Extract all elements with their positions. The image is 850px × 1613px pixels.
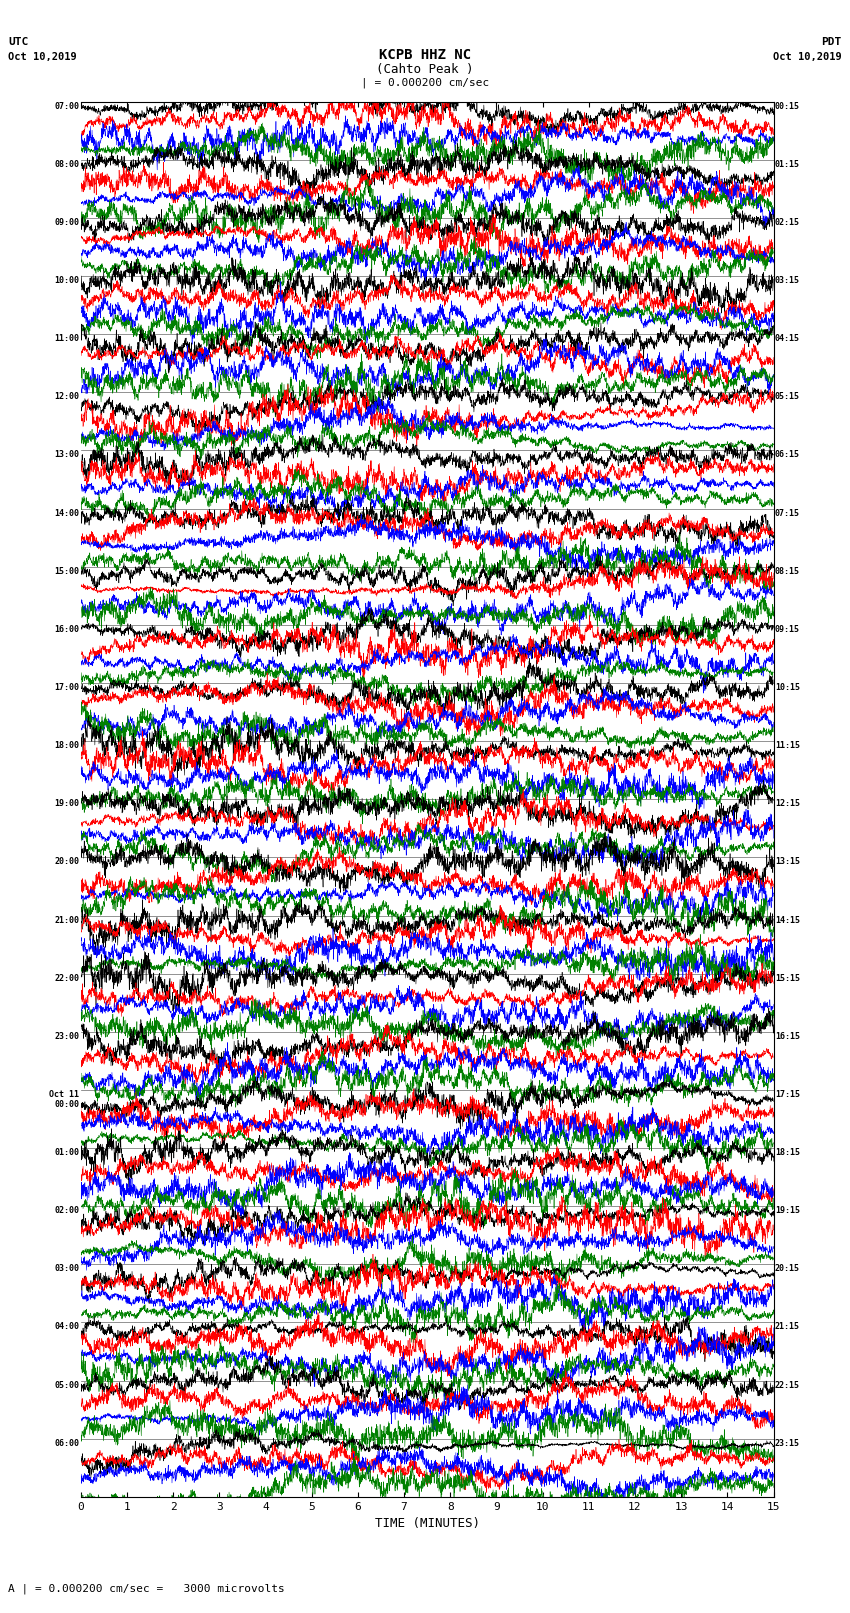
- Text: 11:15: 11:15: [775, 740, 800, 750]
- Text: 19:00: 19:00: [54, 800, 79, 808]
- Text: 13:15: 13:15: [775, 858, 800, 866]
- Text: 12:15: 12:15: [775, 800, 800, 808]
- Text: 05:00: 05:00: [54, 1381, 79, 1389]
- Text: 06:00: 06:00: [54, 1439, 79, 1448]
- Text: 00:15: 00:15: [775, 102, 800, 111]
- Text: 11:00: 11:00: [54, 334, 79, 344]
- Text: 09:15: 09:15: [775, 624, 800, 634]
- Text: 22:15: 22:15: [775, 1381, 800, 1389]
- Text: 16:00: 16:00: [54, 624, 79, 634]
- Text: 23:15: 23:15: [775, 1439, 800, 1448]
- Text: 10:15: 10:15: [775, 682, 800, 692]
- Text: 08:15: 08:15: [775, 566, 800, 576]
- Text: 06:15: 06:15: [775, 450, 800, 460]
- Text: 01:00: 01:00: [54, 1148, 79, 1157]
- Text: 15:00: 15:00: [54, 566, 79, 576]
- Text: PDT: PDT: [821, 37, 842, 47]
- Text: 04:00: 04:00: [54, 1323, 79, 1331]
- Text: 20:00: 20:00: [54, 858, 79, 866]
- Text: 10:00: 10:00: [54, 276, 79, 286]
- Text: 21:00: 21:00: [54, 916, 79, 924]
- Text: 17:00: 17:00: [54, 682, 79, 692]
- Text: 01:15: 01:15: [775, 160, 800, 169]
- Text: 15:15: 15:15: [775, 974, 800, 982]
- Text: 14:15: 14:15: [775, 916, 800, 924]
- Text: 12:00: 12:00: [54, 392, 79, 402]
- Text: 18:15: 18:15: [775, 1148, 800, 1157]
- Text: 23:00: 23:00: [54, 1032, 79, 1040]
- Text: 03:15: 03:15: [775, 276, 800, 286]
- Text: Oct 10,2019: Oct 10,2019: [773, 52, 842, 61]
- Text: Oct 11
00:00: Oct 11 00:00: [49, 1090, 79, 1110]
- Text: 05:15: 05:15: [775, 392, 800, 402]
- Text: 09:00: 09:00: [54, 218, 79, 227]
- Text: 02:15: 02:15: [775, 218, 800, 227]
- Text: 02:00: 02:00: [54, 1207, 79, 1215]
- Text: 17:15: 17:15: [775, 1090, 800, 1098]
- Text: 07:15: 07:15: [775, 508, 800, 518]
- Text: 19:15: 19:15: [775, 1207, 800, 1215]
- Text: 22:00: 22:00: [54, 974, 79, 982]
- Text: 03:00: 03:00: [54, 1265, 79, 1273]
- Text: 21:15: 21:15: [775, 1323, 800, 1331]
- Text: | = 0.000200 cm/sec: | = 0.000200 cm/sec: [361, 77, 489, 89]
- Text: 14:00: 14:00: [54, 508, 79, 518]
- Text: (Cahto Peak ): (Cahto Peak ): [377, 63, 473, 76]
- Text: 04:15: 04:15: [775, 334, 800, 344]
- Text: 18:00: 18:00: [54, 740, 79, 750]
- Text: KCPB HHZ NC: KCPB HHZ NC: [379, 48, 471, 63]
- Text: 08:00: 08:00: [54, 160, 79, 169]
- Text: 16:15: 16:15: [775, 1032, 800, 1040]
- Text: 07:00: 07:00: [54, 102, 79, 111]
- X-axis label: TIME (MINUTES): TIME (MINUTES): [375, 1518, 479, 1531]
- Text: UTC: UTC: [8, 37, 29, 47]
- Text: A | = 0.000200 cm/sec =   3000 microvolts: A | = 0.000200 cm/sec = 3000 microvolts: [8, 1582, 286, 1594]
- Text: 20:15: 20:15: [775, 1265, 800, 1273]
- Text: 13:00: 13:00: [54, 450, 79, 460]
- Text: Oct 10,2019: Oct 10,2019: [8, 52, 77, 61]
